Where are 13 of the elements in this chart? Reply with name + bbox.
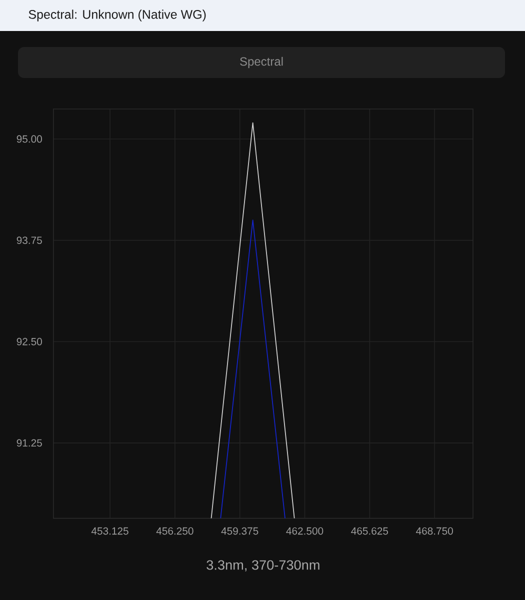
x-tick-label: 459.375 (221, 527, 258, 535)
x-tick-label: 453.125 (91, 527, 128, 535)
y-tick-label: 91.25 (16, 439, 42, 447)
y-tick-label: 95.00 (16, 135, 42, 143)
chart-title: Spectral: Unknown (Native WG) (28, 10, 206, 22)
x-tick-label: 468.750 (416, 527, 453, 535)
x-axis-title: 3.3nm, 370-730nm (206, 560, 320, 572)
x-tick-label: 465.625 (351, 527, 388, 535)
y-tick-label: 92.50 (16, 338, 42, 346)
x-tick-label: 456.250 (156, 527, 194, 535)
y-tick-label: 93.75 (16, 236, 42, 244)
chart-subtitle: Spectral (240, 56, 283, 68)
x-tick-label: 462.500 (286, 527, 324, 535)
